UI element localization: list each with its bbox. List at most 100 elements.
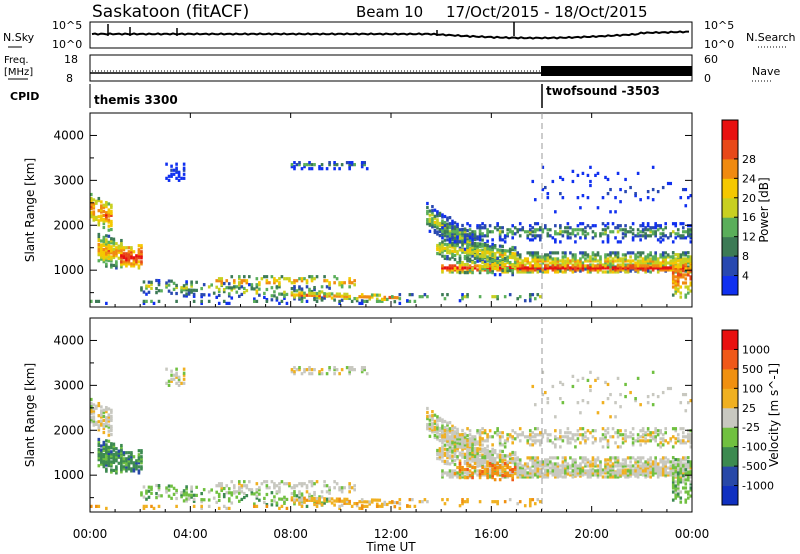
velocity-cell (315, 480, 319, 484)
velocity-cell (448, 471, 452, 475)
power-cell (681, 226, 685, 230)
power-cell (348, 277, 351, 281)
power-cell (185, 280, 188, 284)
velocity-cell (406, 504, 409, 508)
velocity-cell (230, 491, 234, 495)
velocity-cell (526, 471, 530, 475)
velocity-cell (549, 433, 552, 437)
velocity-cell (105, 451, 108, 455)
velocity-cell (476, 440, 479, 444)
velocity-cell (656, 443, 660, 447)
power-cell (431, 221, 434, 225)
velocity-cell (453, 462, 457, 467)
velocity-cell (328, 366, 331, 370)
velocity-cell (476, 457, 479, 461)
power-cell (569, 232, 572, 236)
velocity-cell (426, 414, 429, 419)
velocity-cell (671, 480, 675, 484)
power-cell (170, 291, 173, 295)
power-cell (486, 257, 489, 261)
velocity-cell (684, 478, 688, 482)
power-cell (95, 199, 98, 203)
velocity-cell (661, 468, 665, 472)
power-cell (481, 267, 484, 271)
velocity-cell (433, 435, 437, 440)
velocity-cell (589, 388, 592, 393)
velocity-cell (641, 473, 645, 477)
velocity-cell (611, 466, 615, 470)
power-cell (684, 293, 688, 297)
velocity-cell (237, 482, 241, 486)
power-cell (634, 192, 637, 196)
velocity-cell (170, 369, 173, 373)
power-cell (140, 252, 143, 256)
velocity-cell (140, 451, 143, 455)
power-cell (112, 237, 116, 241)
power-cell (431, 205, 434, 209)
power-cell (325, 285, 329, 289)
power-cell (212, 291, 216, 295)
velocity-cell (516, 469, 520, 473)
power-cell (541, 268, 545, 272)
velocity-cell (273, 482, 276, 486)
velocity-cell (674, 488, 678, 492)
velocity-cell (659, 473, 662, 477)
power-cell (466, 266, 469, 270)
power-cell (105, 240, 108, 244)
velocity-cell (646, 462, 650, 466)
velocity-cell (97, 424, 101, 428)
velocity-cell (614, 401, 617, 405)
power-cell (441, 223, 444, 227)
velocity-cell (476, 455, 479, 459)
power-cell (446, 242, 449, 247)
velocity-cell (102, 424, 106, 429)
velocity-cell (473, 465, 477, 470)
power-cell (629, 266, 632, 270)
power-cell (456, 266, 459, 270)
power-cell (122, 246, 126, 250)
velocity-cell (175, 490, 178, 495)
velocity-cell (122, 453, 126, 457)
power-y-label: Slant Range [km] (23, 158, 37, 262)
power-cell (566, 234, 570, 238)
velocity-cell (646, 429, 650, 433)
velocity-cell (130, 457, 133, 461)
power-cell (546, 228, 550, 232)
power-heatmap (90, 161, 693, 306)
velocity-cell (431, 426, 434, 430)
velocity-cell (443, 459, 447, 463)
velocity-cell (686, 462, 690, 466)
power-cell (656, 270, 660, 274)
velocity-cell (544, 475, 547, 479)
power-cell (631, 222, 635, 226)
power-cell (200, 286, 203, 291)
velocity-cell (426, 500, 429, 504)
power-cell (453, 232, 457, 236)
velocity-cell (436, 423, 439, 427)
velocity-cell (468, 448, 472, 452)
velocity-cell (182, 491, 186, 495)
velocity-cell (654, 439, 657, 443)
power-cell (634, 261, 637, 265)
velocity-cell (468, 469, 472, 473)
power-cell (237, 283, 241, 287)
velocity-cell (671, 478, 675, 482)
power-cell (671, 293, 675, 297)
velocity-cell (358, 500, 361, 504)
power-cell (664, 251, 668, 255)
power-cell (554, 251, 557, 255)
velocity-cell (674, 496, 678, 500)
power-cell (217, 301, 221, 306)
power-cell (446, 218, 449, 222)
velocity-cell (679, 470, 683, 474)
power-cell (325, 167, 329, 171)
power-cell (664, 234, 668, 238)
power-cell (621, 236, 625, 240)
power-cell (521, 226, 525, 230)
power-cell (308, 161, 311, 165)
velocity-cell (451, 427, 454, 431)
power-cell (611, 259, 615, 263)
velocity-cell (483, 451, 487, 456)
velocity-cell (536, 427, 540, 431)
power-cell (621, 264, 625, 268)
